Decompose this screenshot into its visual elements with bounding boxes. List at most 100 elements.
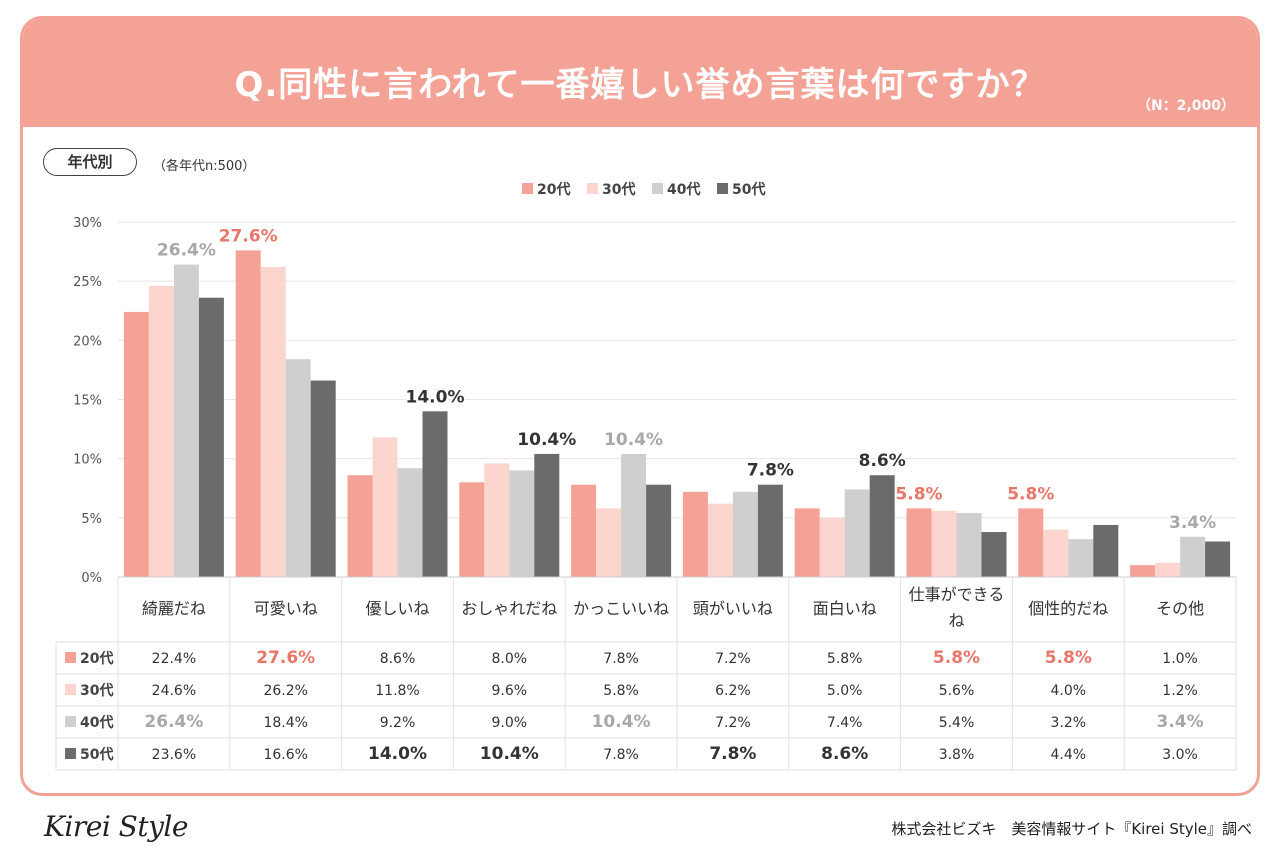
table-cell: 23.6% (152, 747, 196, 763)
category-label: 頭がいいね (693, 599, 773, 618)
bar (732, 491, 758, 577)
row-label: 30代 (80, 682, 113, 699)
row-swatch (65, 716, 76, 727)
category-label: 綺麗だね (142, 599, 206, 618)
data-label: 26.4% (157, 241, 216, 261)
table-cell: 24.6% (152, 683, 196, 699)
row-swatch (65, 652, 76, 663)
bar (956, 513, 982, 577)
bar (260, 266, 286, 577)
table-cell: 3.2% (1051, 715, 1087, 731)
data-label: 14.0% (406, 387, 465, 407)
category-label: 面白いね (813, 599, 877, 618)
table-cell: 5.4% (939, 715, 975, 731)
table-cell: 27.6% (256, 648, 315, 668)
table-cell: 7.2% (715, 651, 751, 667)
table-cell: 8.6% (380, 651, 416, 667)
table-cell: 3.4% (1157, 712, 1204, 732)
bar (981, 532, 1007, 577)
bar (794, 508, 820, 577)
group-size-note: （各年代n:500） (153, 159, 256, 174)
sample-size-note: （N：2,000） (1137, 98, 1235, 114)
bar (347, 475, 373, 577)
y-tick-label: 30% (73, 216, 102, 231)
legend-swatch (522, 183, 533, 194)
y-tick-label: 0% (81, 571, 102, 586)
table-cell: 3.0% (1162, 747, 1198, 763)
legend-label: 30代 (602, 181, 635, 198)
data-label: 3.4% (1169, 513, 1216, 533)
bar (1180, 536, 1206, 577)
table-cell: 6.2% (715, 683, 751, 699)
row-label: 20代 (80, 650, 113, 667)
data-label: 10.4% (604, 430, 663, 450)
legend-swatch (717, 183, 728, 194)
row-label: 50代 (80, 746, 113, 763)
bar (906, 508, 932, 577)
category-label: 可愛いね (254, 599, 318, 618)
category-label: ね (948, 611, 964, 630)
bar (1155, 562, 1181, 577)
bar (397, 468, 423, 577)
source-credit: 株式会社ビズキ 美容情報サイト『Kirei Style』調べ (891, 820, 1252, 838)
legend-label: 40代 (667, 181, 700, 198)
table-cell: 5.8% (827, 651, 863, 667)
age-group-pill: 年代別 (43, 148, 137, 176)
table-cell: 26.2% (263, 683, 307, 699)
bar (534, 453, 560, 577)
y-tick-label: 10% (73, 453, 102, 468)
bar (372, 437, 398, 577)
table-cell: 26.4% (144, 712, 203, 732)
category-label: その他 (1156, 599, 1204, 618)
table-cell: 1.2% (1162, 683, 1198, 699)
table-cell: 8.6% (821, 744, 868, 764)
data-label: 7.8% (747, 461, 794, 481)
bar (596, 508, 622, 577)
table-cell: 4.0% (1051, 683, 1087, 699)
table-cell: 18.4% (263, 715, 307, 731)
table-cell: 5.8% (603, 683, 639, 699)
table-cell: 5.6% (939, 683, 975, 699)
table-cell: 7.8% (603, 651, 639, 667)
category-label: 仕事ができる (909, 585, 1005, 604)
bar (422, 411, 448, 577)
table-cell: 3.8% (939, 747, 975, 763)
bar (646, 484, 672, 577)
bar (198, 297, 224, 577)
table-cell: 10.4% (592, 712, 651, 732)
bar (173, 264, 199, 577)
table-cell: 4.4% (1051, 747, 1087, 763)
table-cell: 5.8% (933, 648, 980, 668)
table-cell: 5.0% (827, 683, 863, 699)
row-label: 40代 (80, 714, 113, 731)
legend-label: 20代 (537, 181, 570, 198)
bar (1093, 524, 1119, 577)
bar (148, 285, 174, 577)
bar (310, 380, 336, 577)
table-cell: 7.2% (715, 715, 751, 731)
table-cell: 9.0% (492, 715, 528, 731)
bar (1068, 539, 1094, 577)
bar (869, 475, 895, 577)
bar (1018, 508, 1044, 577)
table-cell: 7.8% (709, 744, 756, 764)
chart-title: Q.同性に言われて一番嬉しい誉め言葉は何ですか？ (234, 65, 1046, 105)
data-label: 8.6% (859, 451, 906, 471)
category-label: 優しいね (365, 599, 429, 618)
bar (1043, 529, 1069, 577)
bar (707, 503, 733, 577)
table-cell: 14.0% (368, 744, 427, 764)
bar (509, 470, 535, 577)
bar (459, 482, 485, 577)
table-cell: 16.6% (263, 747, 307, 763)
legend-swatch (587, 183, 598, 194)
table-cell: 8.0% (492, 651, 528, 667)
survey-card: Q.同性に言われて一番嬉しい誉め言葉は何ですか？ （N：2,000） 年代別 （… (20, 16, 1260, 796)
table-cell: 22.4% (152, 651, 196, 667)
bar (757, 484, 783, 577)
title-banner: Q.同性に言われて一番嬉しい誉め言葉は何ですか？ （N：2,000） (23, 19, 1257, 127)
bar (235, 250, 261, 577)
table-cell: 5.8% (1045, 648, 1092, 668)
bar (571, 484, 597, 577)
data-label: 5.8% (895, 484, 942, 504)
